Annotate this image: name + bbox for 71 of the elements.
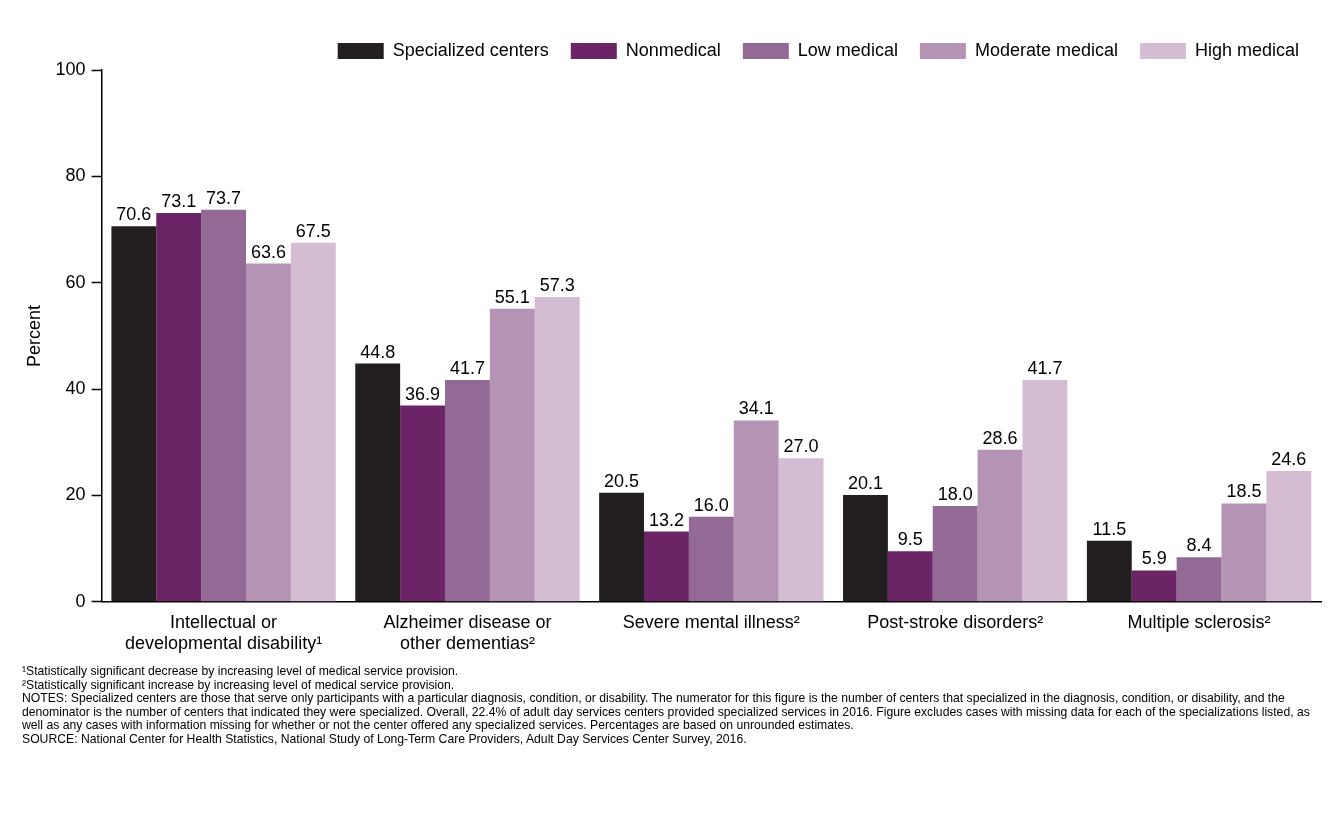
data-label: 20.1	[847, 472, 883, 493]
bar	[733, 420, 779, 602]
data-label: 70.6	[116, 204, 152, 225]
data-label: 34.1	[738, 398, 774, 419]
data-label: 73.1	[161, 191, 197, 212]
text: ¹Statistically significant decrease by increasing level of medical service provision.	[22, 664, 460, 679]
bar	[246, 263, 291, 602]
bar	[843, 494, 888, 602]
y-tick-label: 0	[75, 590, 86, 611]
bar	[1131, 570, 1177, 602]
bar	[111, 226, 157, 602]
x-tick-label: Multiple sclerosis²	[1127, 611, 1271, 632]
data-label: 20.5	[604, 470, 640, 491]
data-label: 18.5	[1226, 481, 1262, 502]
source-note: SOURCE: National Center for Health Statistics, National Study of Long-Term Care Providers, Adult Day Services Center Survey, 2016.	[22, 731, 748, 746]
data-label: 63.6	[250, 241, 286, 262]
data-label: 9.5	[897, 529, 923, 550]
bar	[290, 242, 336, 602]
y-tick-label: 80	[65, 165, 86, 186]
y-tick-label: 40	[65, 378, 86, 399]
bar	[156, 213, 202, 602]
data-label: 18.0	[937, 484, 973, 505]
data-label: 5.9	[1141, 548, 1167, 569]
data-label: 44.8	[360, 341, 396, 362]
data-label: 13.2	[648, 509, 684, 530]
bar	[489, 308, 535, 602]
data-label: 24.6	[1271, 448, 1307, 469]
data-label: 41.7	[1027, 358, 1063, 379]
data-label: 16.0	[693, 494, 729, 515]
bar	[1176, 557, 1222, 602]
legend-label: Specialized centers	[392, 39, 549, 60]
x-tick-label: Intellectual or developmental disability¹	[125, 611, 323, 654]
x-tick-label: Alzheimer disease or other dementias²	[383, 611, 552, 654]
data-label: 55.1	[494, 286, 530, 307]
y-axis-title: Percent	[23, 304, 44, 367]
bar	[1266, 470, 1312, 602]
text: ²Statistically significant increase by increasing level of medical service provision.	[22, 677, 455, 692]
data-label: 27.0	[783, 436, 819, 457]
bar	[977, 449, 1023, 602]
bar	[887, 551, 933, 602]
data-label: 73.7	[206, 187, 242, 208]
data-label: 8.4	[1186, 535, 1212, 556]
data-label: 28.6	[982, 427, 1018, 448]
bar	[932, 506, 978, 602]
bar	[445, 380, 490, 602]
data-label: 11.5	[1092, 518, 1127, 539]
x-tick-label: Post-stroke disorders²	[867, 611, 1044, 632]
bar	[1086, 540, 1132, 602]
data-label: 57.3	[539, 275, 575, 296]
bar	[534, 297, 580, 602]
text: NOTES: Specialized centers are those that serve only participants with a particular diagnosis, condition, or disability. The numerator for this figure is the number of centers that specialized in the diagnosis, condition, or disability, and the denominator is the number of centers that indicated they were specialized. Overall, 22.4% of adult day services centers provided specialized services in 2016. Figure excludes cases with missing data for each of the specializations listed, as well as any cases with information missing for whether or not the center offered any specialized services. Percentages are based on unrounded estimates.	[22, 691, 1311, 733]
legend-label: High medical	[1194, 39, 1299, 60]
bar	[355, 363, 401, 602]
bar	[1221, 503, 1267, 602]
legend-label: Low medical	[797, 39, 898, 60]
bar	[1022, 380, 1068, 602]
bar	[644, 531, 689, 602]
bar	[599, 492, 645, 602]
bar	[688, 516, 734, 602]
y-tick-label: 60	[65, 271, 86, 292]
x-tick-label: Severe mental illness²	[622, 611, 800, 632]
legend-label: Nonmedical	[625, 39, 721, 60]
data-label: 67.5	[295, 220, 331, 241]
bar	[778, 458, 824, 602]
bar	[400, 405, 446, 602]
y-tick-label: 100	[55, 58, 86, 79]
data-label: 36.9	[405, 383, 441, 404]
data-label: 41.7	[449, 358, 485, 379]
y-tick-label: 20	[65, 484, 86, 505]
bar	[201, 209, 247, 602]
legend-label: Moderate medical	[974, 39, 1118, 60]
